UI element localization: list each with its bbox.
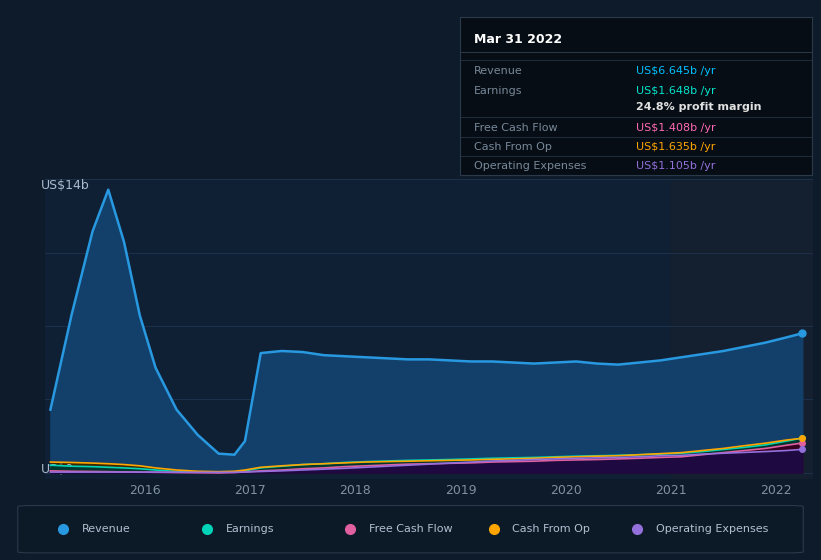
Text: Operating Expenses: Operating Expenses: [474, 161, 586, 170]
Text: Free Cash Flow: Free Cash Flow: [474, 123, 557, 133]
Text: US$6.645b /yr: US$6.645b /yr: [636, 66, 715, 76]
Bar: [671, 179, 813, 479]
Text: Earnings: Earnings: [226, 524, 274, 534]
Text: US$0: US$0: [41, 463, 75, 476]
Text: Operating Expenses: Operating Expenses: [656, 524, 768, 534]
Text: Revenue: Revenue: [82, 524, 131, 534]
Text: 24.8% profit margin: 24.8% profit margin: [636, 102, 762, 112]
Text: US$1.635b /yr: US$1.635b /yr: [636, 142, 715, 152]
Text: US$1.408b /yr: US$1.408b /yr: [636, 123, 716, 133]
Text: US$1.105b /yr: US$1.105b /yr: [636, 161, 715, 170]
Text: Earnings: Earnings: [474, 86, 523, 96]
Text: US$1.648b /yr: US$1.648b /yr: [636, 86, 716, 96]
Text: Revenue: Revenue: [474, 66, 523, 76]
Text: US$14b: US$14b: [41, 179, 90, 192]
FancyBboxPatch shape: [18, 506, 803, 553]
Text: Mar 31 2022: Mar 31 2022: [474, 33, 562, 46]
Text: Cash From Op: Cash From Op: [512, 524, 590, 534]
Text: Cash From Op: Cash From Op: [474, 142, 552, 152]
Text: Free Cash Flow: Free Cash Flow: [369, 524, 452, 534]
